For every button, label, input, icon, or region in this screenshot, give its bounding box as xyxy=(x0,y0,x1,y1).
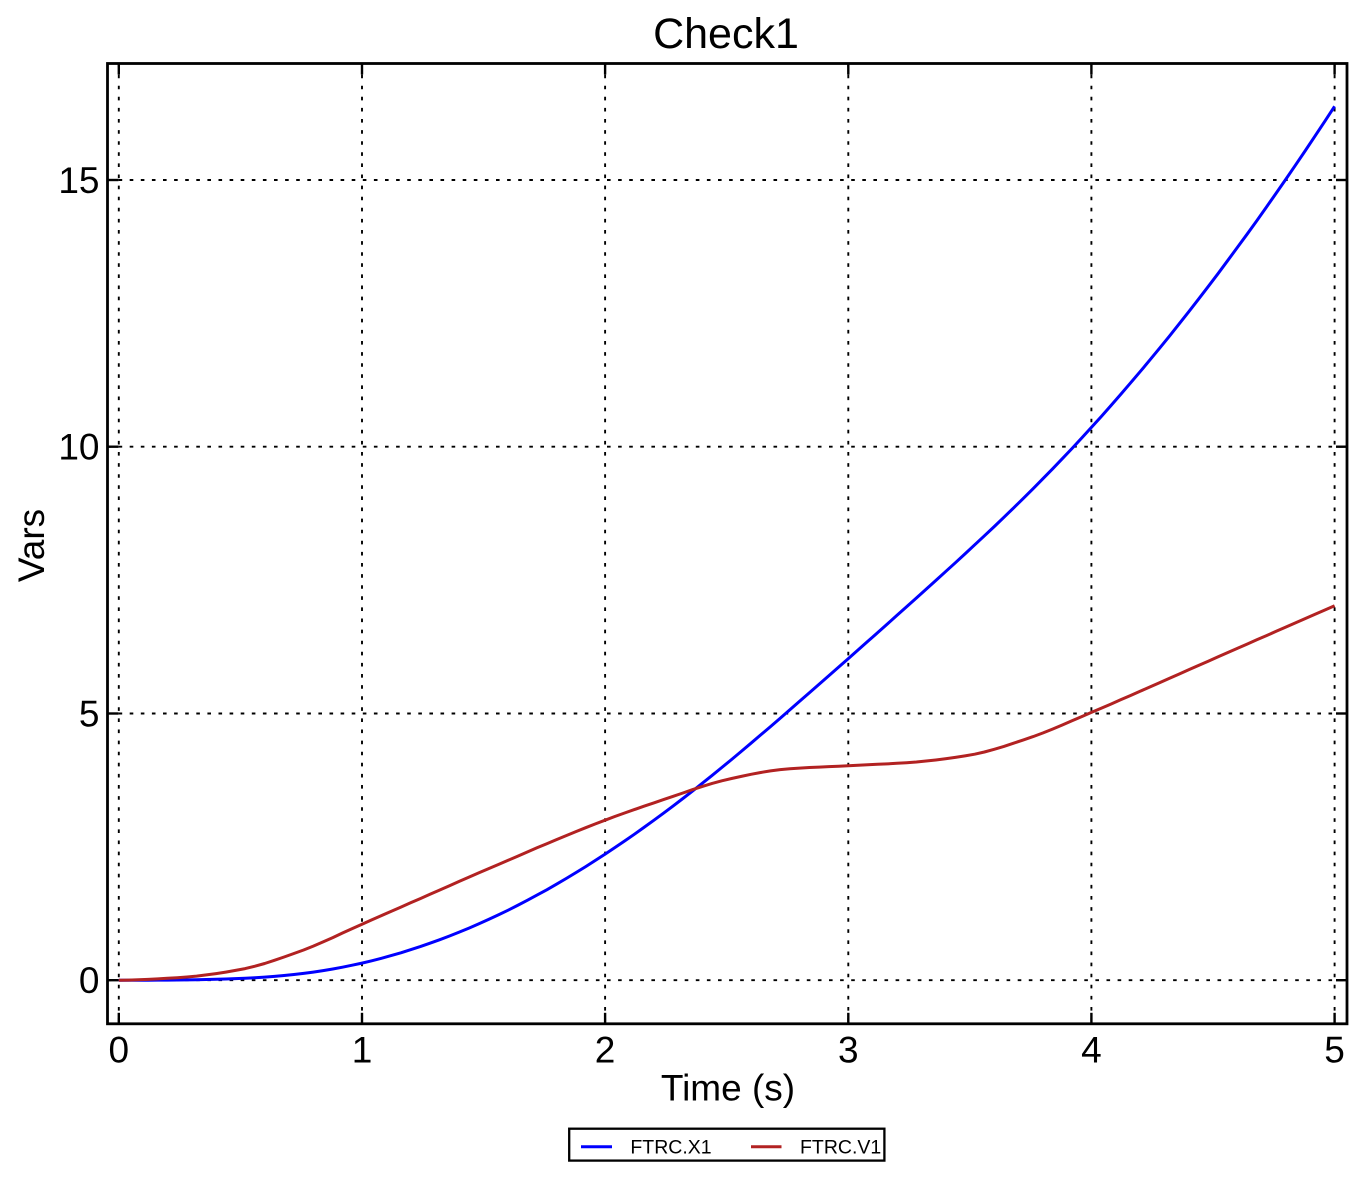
svg-text:1: 1 xyxy=(352,1030,373,1071)
svg-text:5: 5 xyxy=(1324,1030,1345,1071)
svg-text:15: 15 xyxy=(58,160,99,201)
svg-text:Time (s): Time (s) xyxy=(661,1068,795,1109)
svg-text:FTRC.X1: FTRC.X1 xyxy=(630,1137,711,1159)
svg-text:0: 0 xyxy=(79,960,100,1001)
svg-text:4: 4 xyxy=(1081,1030,1102,1071)
svg-text:0: 0 xyxy=(109,1030,130,1071)
svg-text:3: 3 xyxy=(838,1030,859,1071)
svg-text:Check1: Check1 xyxy=(653,10,799,58)
svg-text:Vars: Vars xyxy=(11,509,52,582)
svg-text:2: 2 xyxy=(595,1030,616,1071)
svg-text:10: 10 xyxy=(58,427,99,468)
svg-text:5: 5 xyxy=(79,694,100,735)
svg-text:FTRC.V1: FTRC.V1 xyxy=(800,1137,881,1159)
